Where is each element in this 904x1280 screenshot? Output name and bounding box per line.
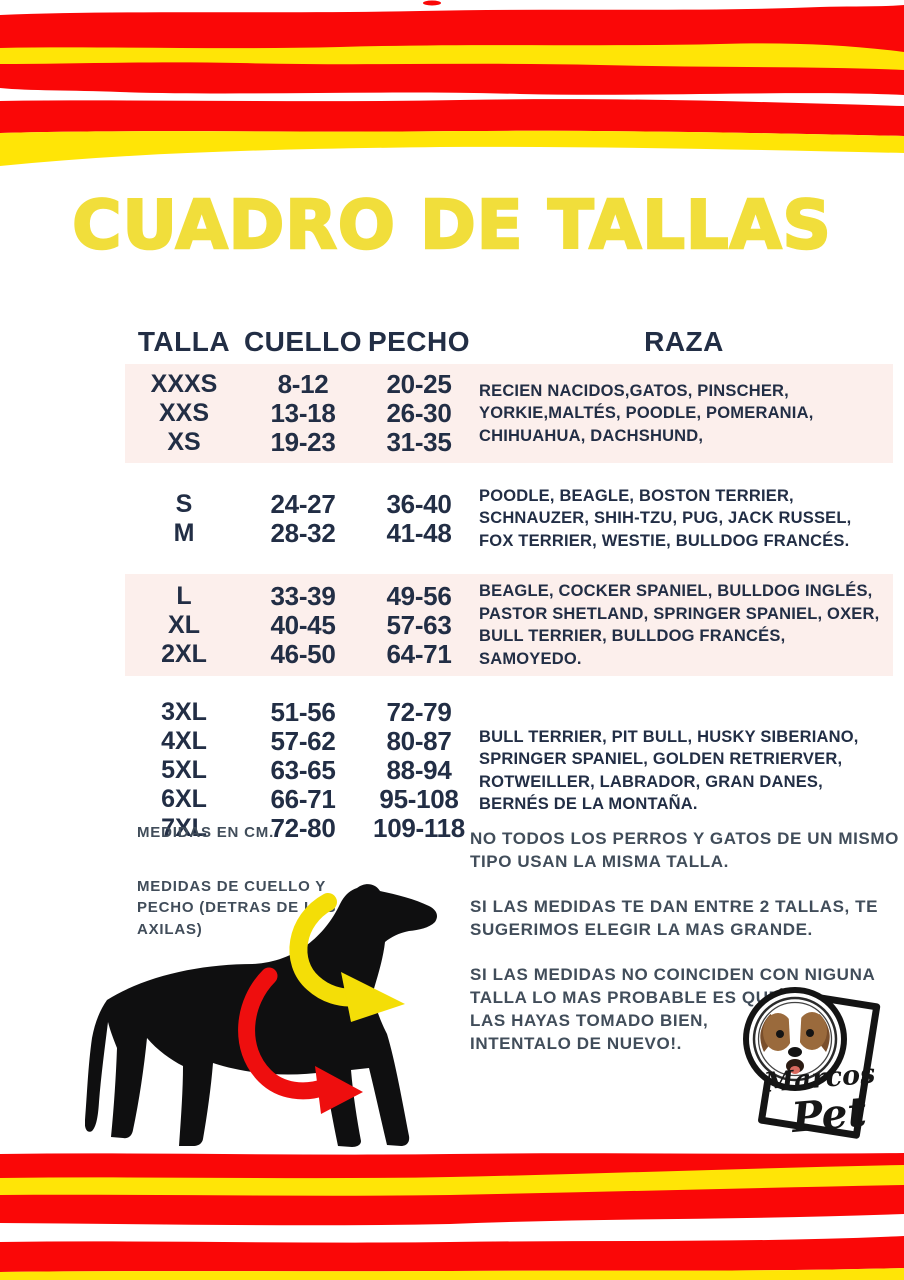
advice-note-3: SI LAS MEDIDAS NO COINCIDEN CON NIGUNA T… bbox=[470, 964, 876, 1053]
logo-text-pet: Pet bbox=[789, 1088, 869, 1142]
size-group-row: 3XL 4XL 5XL 6XL 7XL 51-56 57-62 63-65 66-71 72-8… bbox=[125, 692, 893, 849]
page-title: CUADRO DE TALLAS bbox=[71, 185, 832, 266]
talla-column: L XL 2XL bbox=[125, 582, 243, 669]
header-talla: TALLA bbox=[137, 326, 231, 357]
cuello-value: 72-80 bbox=[270, 813, 336, 844]
advice-notes: NO TODOS LOS PERROS Y GATOS DE UN MISMO … bbox=[470, 828, 900, 1078]
header-cuello: CUELLO bbox=[243, 326, 363, 357]
header-raza: RAZA bbox=[644, 326, 724, 357]
neck-arrow-head bbox=[341, 972, 405, 1022]
talla-value: L bbox=[176, 581, 192, 610]
talla-value: 3XL bbox=[161, 698, 207, 727]
dog-silhouette bbox=[85, 884, 437, 1147]
cuello-value: 19-23 bbox=[270, 427, 336, 457]
raza-cell: BEAGLE, COCKER SPANIEL, BULLDOG INGLÉS, … bbox=[479, 582, 880, 668]
cuello-value: 63-65 bbox=[270, 755, 336, 786]
talla-value: 7XL bbox=[161, 814, 207, 843]
pecho-value: 20-25 bbox=[386, 369, 452, 399]
size-group-row: L XL 2XL 33-39 40-45 46-50 49-56 57-63 64-71 B… bbox=[125, 574, 893, 677]
cuello-value: 66-71 bbox=[270, 784, 336, 815]
pecho-column: 49-56 57-63 64-71 bbox=[363, 580, 475, 669]
pecho-value: 109-118 bbox=[373, 813, 465, 844]
cuello-value: 13-18 bbox=[270, 398, 336, 428]
top-stripes-decoration bbox=[0, 0, 904, 166]
talla-value: M bbox=[173, 518, 195, 547]
pecho-column: 72-79 80-87 88-94 95-108 109-118 bbox=[363, 698, 475, 843]
pecho-value: 41-48 bbox=[386, 517, 452, 548]
note-measure-where: MEDIDAS DE CUELLO Y PECHO (DETRAS DE LAS… bbox=[137, 878, 337, 938]
cuello-value: 57-62 bbox=[270, 726, 336, 757]
table-header-row: TALLA CUELLO PECHO RAZA bbox=[125, 326, 893, 358]
pecho-value: 80-87 bbox=[386, 726, 452, 757]
pecho-column: 20-25 26-30 31-35 bbox=[363, 370, 475, 457]
note-units: MEDIDAS EN CM. bbox=[137, 824, 275, 841]
talla-value: 2XL bbox=[161, 639, 207, 668]
cuello-value: 33-39 bbox=[270, 580, 336, 611]
raza-cell: BULL TERRIER, PIT BULL, HUSKY SIBERIANO,… bbox=[479, 727, 859, 813]
talla-value: S bbox=[175, 489, 193, 518]
pecho-value: 72-79 bbox=[386, 697, 452, 728]
pecho-value: 36-40 bbox=[386, 488, 452, 519]
pecho-value: 95-108 bbox=[379, 784, 459, 815]
cuello-value: 24-27 bbox=[270, 488, 336, 519]
cuello-column: 24-27 28-32 bbox=[243, 488, 363, 548]
talla-value: XS bbox=[167, 428, 201, 456]
pecho-value: 64-71 bbox=[386, 638, 452, 669]
cuello-column: 8-12 13-18 19-23 bbox=[243, 370, 363, 457]
talla-column: 3XL 4XL 5XL 6XL 7XL bbox=[125, 698, 243, 843]
chest-measure-arrow bbox=[238, 967, 334, 1100]
pecho-value: 49-56 bbox=[386, 580, 452, 611]
pecho-column: 36-40 41-48 bbox=[363, 488, 475, 548]
talla-value: 6XL bbox=[161, 785, 207, 814]
pecho-value: 57-63 bbox=[386, 609, 452, 640]
talla-value: 4XL bbox=[161, 727, 207, 756]
dog-measure-illustration bbox=[85, 884, 437, 1147]
advice-note-1: NO TODOS LOS PERROS Y GATOS DE UN MISMO … bbox=[470, 829, 899, 871]
chest-arrow-head bbox=[315, 1066, 363, 1114]
size-table: TALLA CUELLO PECHO RAZA XXXS XXS XS 8-12 13… bbox=[125, 326, 893, 865]
pecho-value: 26-30 bbox=[386, 398, 452, 428]
neck-measure-arrow bbox=[289, 893, 364, 1007]
marcos-pet-logo: Marcos Pet bbox=[743, 987, 881, 1142]
pecho-value: 88-94 bbox=[386, 755, 452, 786]
size-group-row: XXXS XXS XS 8-12 13-18 19-23 20-25 26-30 31-35… bbox=[125, 364, 893, 463]
raza-cell: POODLE, BEAGLE, BOSTON TERRIER, SCHNAUZE… bbox=[479, 487, 852, 550]
cuello-value: 46-50 bbox=[270, 638, 336, 669]
talla-column: XXXS XXS XS bbox=[125, 370, 243, 457]
talla-value: 5XL bbox=[161, 756, 207, 785]
raza-cell: RECIEN NACIDOS,GATOS, PINSCHER, YORKIE,M… bbox=[479, 381, 814, 445]
talla-value: XXS bbox=[158, 399, 210, 427]
talla-value: XXXS bbox=[150, 370, 218, 398]
cuello-value: 40-45 bbox=[270, 609, 336, 640]
cuello-value: 51-56 bbox=[270, 697, 336, 728]
talla-value: XL bbox=[168, 610, 200, 639]
logo-dog-face bbox=[760, 1004, 830, 1074]
advice-note-2: SI LAS MEDIDAS TE DAN ENTRE 2 TALLAS, TE… bbox=[470, 896, 879, 939]
cuello-value: 28-32 bbox=[270, 517, 336, 548]
header-pecho: PECHO bbox=[367, 326, 471, 357]
cuello-value: 8-12 bbox=[277, 369, 329, 399]
cuello-column: 33-39 40-45 46-50 bbox=[243, 580, 363, 669]
bottom-stripes-decoration bbox=[0, 1153, 904, 1280]
pecho-value: 31-35 bbox=[386, 427, 452, 457]
cuello-column: 51-56 57-62 63-65 66-71 72-80 bbox=[243, 698, 363, 843]
